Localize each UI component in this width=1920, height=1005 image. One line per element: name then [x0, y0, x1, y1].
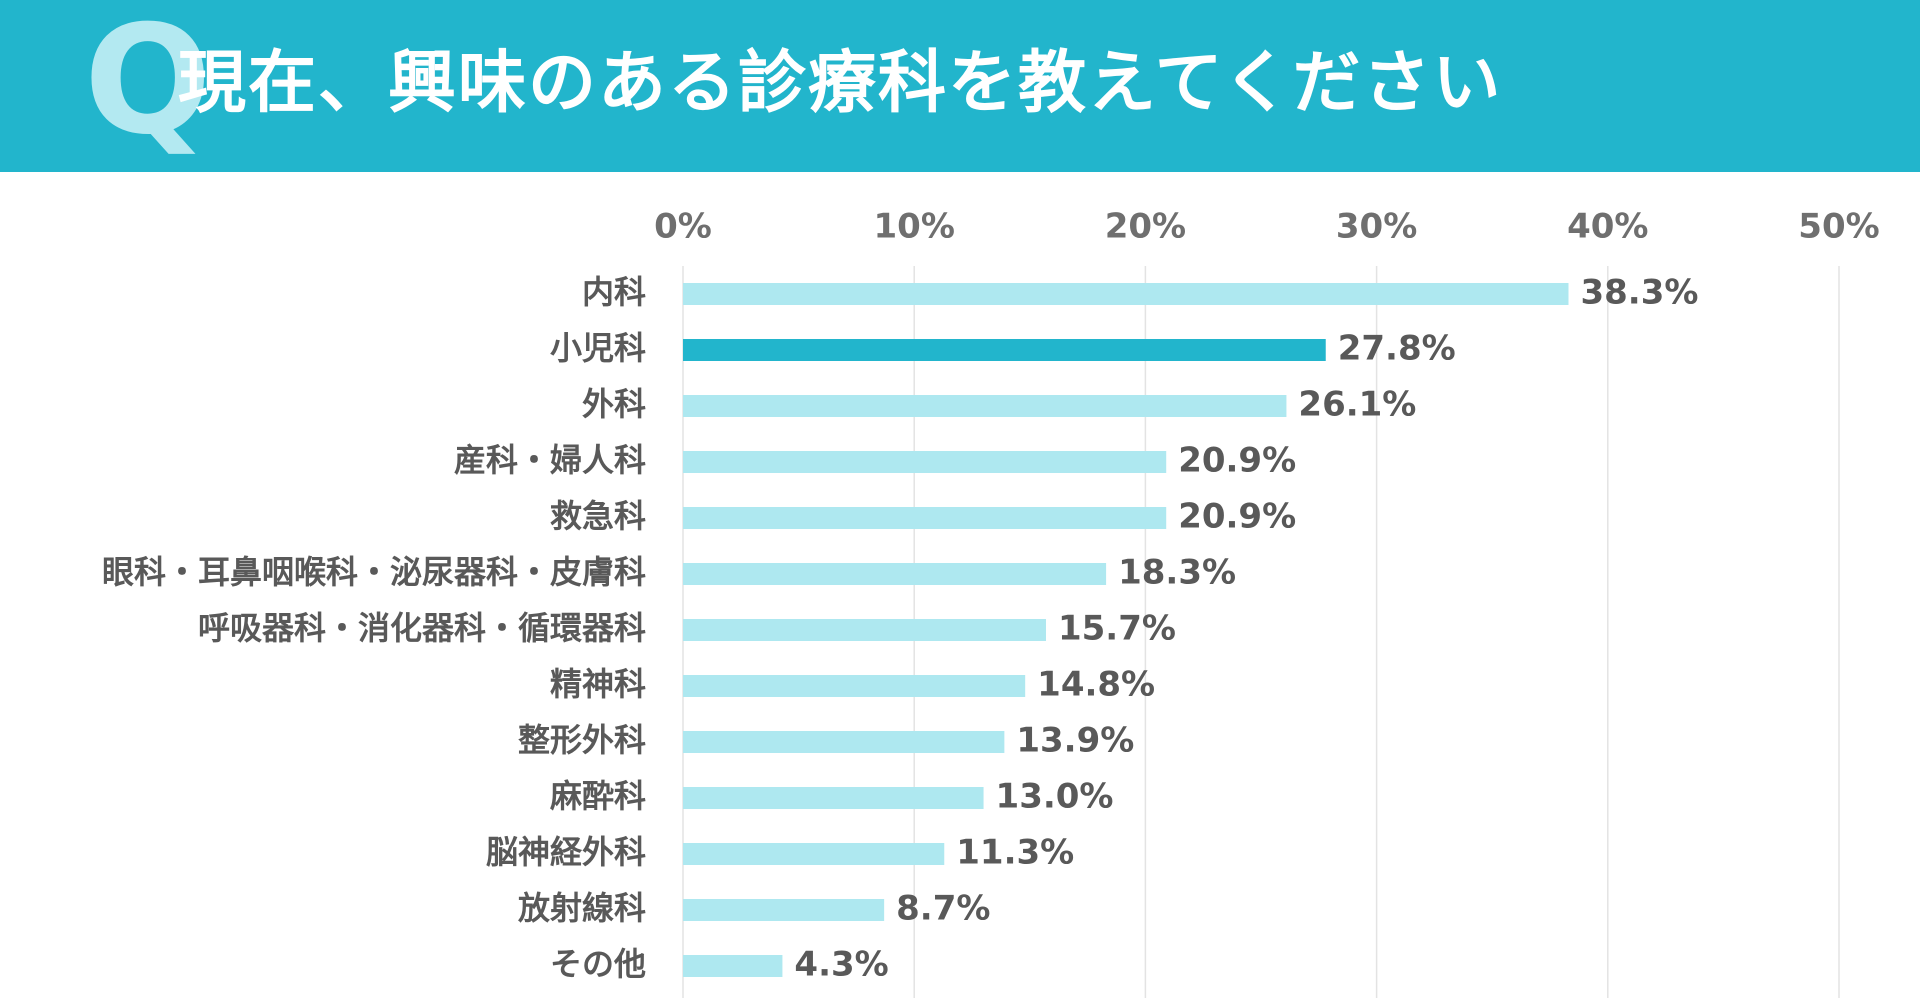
category-label-7: 精神科	[550, 665, 646, 703]
value-label-5: 18.3%	[1118, 553, 1236, 593]
x-tick-label-30: 30%	[1336, 207, 1417, 247]
value-label-10: 11.3%	[956, 833, 1074, 873]
bar-9	[683, 787, 984, 809]
value-label-8: 13.9%	[1016, 721, 1134, 761]
category-label-12: その他	[550, 945, 646, 983]
category-label-1: 小児科	[550, 329, 646, 367]
bar-3	[683, 451, 1167, 473]
category-label-6: 呼吸器科・消化器科・循環器科	[198, 609, 646, 647]
category-label-10: 脳神経外科	[486, 833, 646, 871]
bar-11	[683, 899, 885, 921]
bar-7	[683, 675, 1026, 697]
bar-8	[683, 731, 1005, 753]
bar-12	[683, 955, 783, 977]
value-label-12: 4.3%	[794, 945, 888, 985]
category-label-5: 眼科・耳鼻咽喉科・泌尿器科・皮膚科	[102, 553, 646, 591]
bar-10	[683, 843, 945, 865]
value-label-1: 27.8%	[1338, 329, 1456, 369]
category-label-4: 救急科	[550, 497, 646, 535]
x-tick-label-40: 40%	[1567, 207, 1648, 247]
bar-0	[683, 283, 1569, 305]
bar-chart: 0% 10% 20% 30% 40% 50% 内科 38.3% 小児科 27.8% 外科 26.1% 産…	[102, 207, 1880, 998]
q-mark: Q	[84, 0, 212, 168]
category-label-11: 放射線科	[518, 889, 646, 927]
value-label-6: 15.7%	[1058, 609, 1176, 649]
category-label-8: 整形外科	[518, 721, 646, 759]
question-header: Q 現在、興味のある診療科を教えてください	[0, 0, 1920, 172]
value-label-0: 38.3%	[1580, 273, 1698, 313]
value-label-9: 13.0%	[996, 777, 1114, 817]
value-label-7: 14.8%	[1037, 665, 1155, 705]
bar-4	[683, 507, 1167, 529]
value-label-11: 8.7%	[896, 889, 990, 929]
value-label-3: 20.9%	[1178, 441, 1296, 481]
category-label-9: 麻酔科	[550, 777, 646, 815]
x-tick-label-10: 10%	[874, 207, 955, 247]
bar-2	[683, 395, 1287, 417]
bar-6	[683, 619, 1046, 641]
bar-1	[683, 339, 1326, 361]
x-tick-label-0: 0%	[654, 207, 712, 247]
category-label-3: 産科・婦人科	[454, 441, 646, 479]
category-label-2: 外科	[582, 385, 646, 423]
value-label-2: 26.1%	[1298, 385, 1416, 425]
value-label-4: 20.9%	[1178, 497, 1296, 537]
x-tick-label-50: 50%	[1798, 207, 1879, 247]
bar-5	[683, 563, 1107, 585]
question-title: 現在、興味のある診療科を教えてください	[178, 44, 1503, 123]
x-tick-label-20: 20%	[1105, 207, 1186, 247]
category-label-0: 内科	[582, 273, 646, 311]
